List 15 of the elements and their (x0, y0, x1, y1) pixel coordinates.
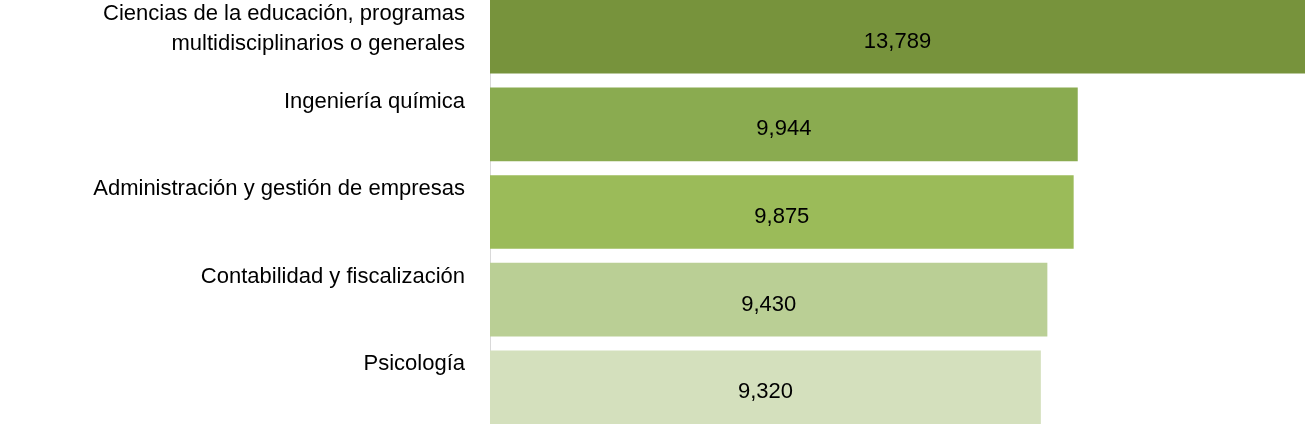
data-label: 9,430 (741, 290, 797, 316)
y-tick-label: Administración y gestión de empresas (93, 175, 465, 201)
data-label: 13,789 (863, 27, 932, 53)
y-tick-label: Psicología (363, 350, 466, 376)
y-tick-label: Ciencias de la educación, programas multidisciplinarios o generales (103, 0, 465, 55)
bar (490, 350, 1041, 424)
bar (490, 87, 1078, 162)
data-label: 9,875 (754, 203, 810, 228)
y-tick-label: Contabilidad y fiscalización (200, 262, 465, 288)
y-tick-label: Ingeniería química (284, 87, 466, 113)
bar (490, 175, 1074, 249)
data-label: 9,944 (756, 115, 812, 141)
bar (490, 262, 1048, 337)
bar (490, 0, 1305, 74)
data-label: 9,320 (737, 378, 793, 404)
